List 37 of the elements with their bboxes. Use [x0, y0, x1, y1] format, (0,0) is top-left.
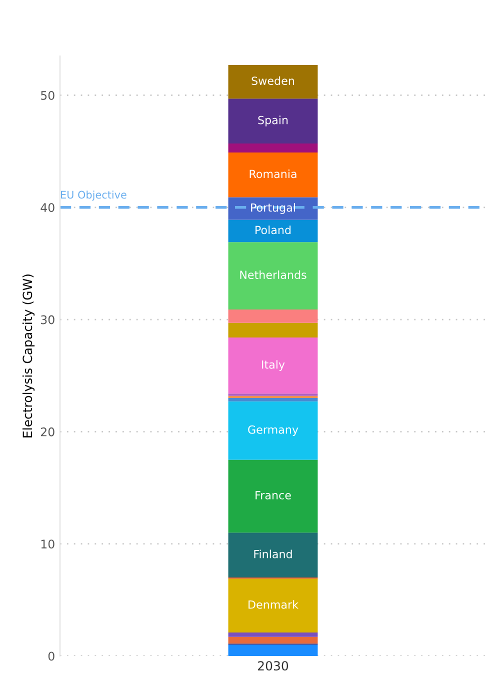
series-label: Romania [250, 170, 296, 178]
y-tick-label: 10 [41, 540, 54, 549]
series-label: Sweden [252, 76, 294, 86]
bar [228, 532, 318, 578]
bar [228, 632, 318, 637]
ref-line-label: EU Objective [61, 190, 126, 201]
series-label: Denmark [248, 600, 299, 609]
series-label: Poland [256, 226, 291, 234]
bar [228, 98, 318, 144]
series-label: Spain [258, 116, 288, 126]
x-tick-label: 2030 [258, 661, 288, 671]
bar [228, 398, 318, 402]
y-tick-label: 20 [40, 427, 54, 436]
bar [228, 220, 318, 242]
bar [228, 309, 318, 323]
bar [228, 322, 318, 338]
y-tick-label: 0 [48, 652, 54, 661]
bar [228, 636, 318, 644]
bar [228, 64, 318, 99]
bar [228, 152, 318, 198]
series-label: Portugal [251, 203, 295, 214]
bar [228, 337, 318, 394]
y-tick-label: 50 [41, 90, 54, 100]
bar [228, 578, 318, 632]
bar [228, 242, 318, 310]
bar [228, 401, 318, 460]
y-tick-label: 40 [40, 203, 54, 212]
y-tick-label: 30 [41, 315, 54, 324]
series-label: Netherlands [240, 270, 306, 280]
bar [228, 143, 318, 152]
series-label: Finland [254, 550, 292, 558]
series-label: Germany [248, 425, 298, 436]
series-label: France [256, 491, 291, 500]
bar [228, 644, 318, 656]
bar [228, 460, 318, 533]
series-label: Italy [262, 360, 285, 371]
y-axis-title: Electrolysis Capacity (GW) [22, 274, 35, 438]
